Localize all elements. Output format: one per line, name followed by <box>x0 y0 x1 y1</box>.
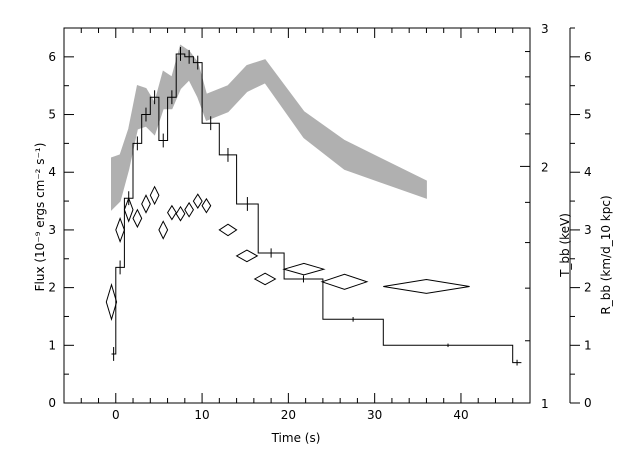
radius-diamond-layer <box>105 185 470 322</box>
R-tick-label: 0 <box>584 396 592 410</box>
R-tick-label: 1 <box>584 338 592 352</box>
radius-diamond <box>175 205 186 222</box>
radius-diamond <box>115 216 125 243</box>
plot-frame <box>63 27 531 404</box>
radius-diamond <box>132 208 143 229</box>
radius-diamond <box>218 223 238 237</box>
y-axis-right-outer-title: R_bb (km/d_10 kpc) <box>599 195 613 314</box>
radius-diamond <box>167 204 177 221</box>
R-tick-label: 4 <box>584 165 592 179</box>
temperature-band-layer <box>111 44 427 211</box>
x-tick-label: 0 <box>112 408 120 422</box>
radius-diamond <box>158 220 169 240</box>
kT-tick-label: 1 <box>541 397 549 411</box>
temperature-band <box>111 44 427 211</box>
radius-diamond <box>184 201 194 218</box>
radius-diamond <box>105 282 118 322</box>
radius-diamond <box>383 278 470 294</box>
radius-diamond <box>192 193 203 209</box>
x-axis-title: Time (s) <box>271 431 321 445</box>
radius-diamond <box>141 194 151 214</box>
y-left-tick-label: 5 <box>48 108 56 122</box>
flux-histogram-layer <box>111 47 522 366</box>
radius-diamond <box>320 273 369 290</box>
x-tick-label: 30 <box>367 408 382 422</box>
y-left-tick-label: 1 <box>48 338 56 352</box>
radius-diamond <box>253 272 277 286</box>
y-left-tick-label: 6 <box>48 50 56 64</box>
y-axis-left-title: Flux (10⁻⁹ ergs cm⁻² s⁻¹) <box>33 143 47 292</box>
R-tick-label: 3 <box>584 223 592 237</box>
radius-diamond <box>123 196 134 223</box>
radius-diamond <box>201 197 212 214</box>
y-left-tick-label: 4 <box>48 165 56 179</box>
y-left-tick-label: 0 <box>48 396 56 410</box>
y-left-tick-label: 3 <box>48 223 56 237</box>
y-axis-right-inner-title: T_bb (keV) <box>558 213 572 278</box>
kT-tick-label: 3 <box>541 22 549 36</box>
x-tick-label: 40 <box>453 408 468 422</box>
x-tick-label: 10 <box>194 408 209 422</box>
radius-diamond <box>235 249 259 263</box>
radius-diamond <box>149 185 160 206</box>
y-left-tick-label: 2 <box>48 281 56 295</box>
x-tick-label: 20 <box>281 408 296 422</box>
R-tick-label: 6 <box>584 50 592 64</box>
R-tick-label: 2 <box>584 281 592 295</box>
radius-diamond <box>282 262 326 276</box>
R-tick-label: 5 <box>584 108 592 122</box>
kT-tick-label: 2 <box>541 160 549 174</box>
